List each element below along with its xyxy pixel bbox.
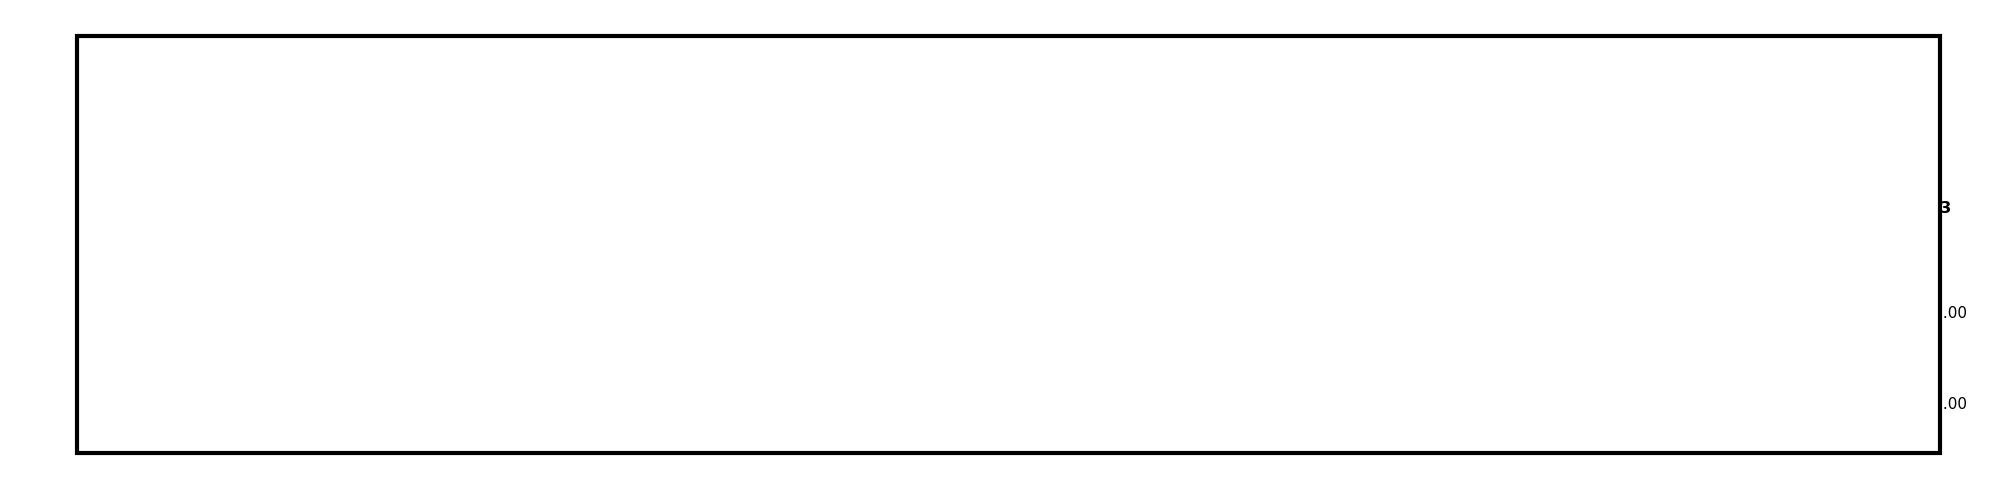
Text: 100.00: 100.00 <box>1003 306 1055 321</box>
Text: Annual: Annual <box>105 306 165 321</box>
Text: 100.00: 100.00 <box>352 397 405 412</box>
Text: 11: 11 <box>1668 201 1690 216</box>
Text: 8: 8 <box>1283 201 1295 216</box>
Text: Months: Months <box>1130 134 1198 149</box>
Text: 1: 1 <box>373 201 385 216</box>
Text: 110.00: 110.00 <box>1913 306 1966 321</box>
Text: 100.00: 100.00 <box>1523 306 1575 321</box>
Text: 13: 13 <box>1927 201 1952 216</box>
Text: 100.00: 100.00 <box>1394 306 1446 321</box>
Text: 101.60: 101.60 <box>612 397 665 412</box>
Text: 7: 7 <box>1154 201 1164 216</box>
Text: 110.00: 110.00 <box>1913 397 1966 412</box>
Text: 100.80: 100.80 <box>481 397 536 412</box>
Text: 103.23: 103.23 <box>872 397 926 412</box>
Text: 107.41: 107.41 <box>1523 397 1575 412</box>
Text: 100.00: 100.00 <box>1782 306 1837 321</box>
Text: 106.56: 106.56 <box>1392 397 1446 412</box>
Text: 100.00: 100.00 <box>612 306 665 321</box>
Text: 10: 10 <box>1539 201 1561 216</box>
Text: 6: 6 <box>1023 201 1035 216</box>
Text: 9: 9 <box>1414 201 1424 216</box>
Text: 102.41: 102.41 <box>743 397 796 412</box>
Text: 108.27: 108.27 <box>1653 397 1706 412</box>
Text: 2: 2 <box>504 201 514 216</box>
Text: 109.13: 109.13 <box>1782 397 1837 412</box>
Text: Monthly: Monthly <box>105 397 175 412</box>
Text: 100.00: 100.00 <box>872 306 924 321</box>
Text: 100.00: 100.00 <box>1132 306 1186 321</box>
Text: 3: 3 <box>632 201 644 216</box>
Text: 104.88: 104.88 <box>1132 397 1186 412</box>
Text: 100.00: 100.00 <box>481 306 536 321</box>
Text: 100.00: 100.00 <box>1263 306 1315 321</box>
Text: 105.72: 105.72 <box>1263 397 1315 412</box>
Text: 12: 12 <box>1799 201 1821 216</box>
Text: 100.00: 100.00 <box>1653 306 1706 321</box>
Text: 5: 5 <box>894 201 904 216</box>
Text: Inflate Market Rents:: Inflate Market Rents: <box>105 201 298 216</box>
Text: 100.00: 100.00 <box>352 306 405 321</box>
Text: 104.05: 104.05 <box>1003 397 1055 412</box>
Text: 4: 4 <box>763 201 775 216</box>
Text: @10% Inflation: @10% Inflation <box>105 62 242 77</box>
Text: 100.00: 100.00 <box>743 306 796 321</box>
